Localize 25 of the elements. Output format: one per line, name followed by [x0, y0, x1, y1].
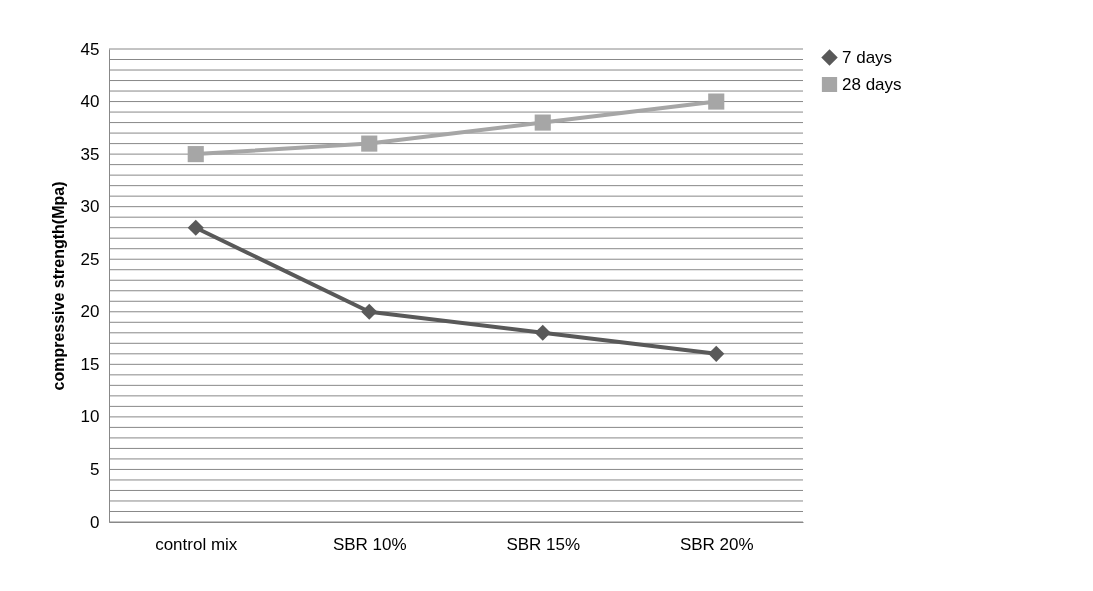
x-tick-label: control mix — [155, 534, 238, 554]
point — [708, 345, 725, 362]
y-tick-label: 20 — [80, 302, 100, 322]
y-tick-label: 25 — [80, 249, 100, 269]
y-tick-label: 10 — [80, 407, 100, 427]
y-tick-label: 5 — [90, 459, 100, 479]
y-tick-label: 35 — [80, 144, 100, 164]
point — [534, 114, 551, 131]
legend-label: 7 days — [842, 47, 893, 67]
x-tick-label: SBR 15% — [506, 534, 581, 554]
point — [534, 324, 551, 341]
x-tick-label: SBR 10% — [332, 534, 407, 554]
point — [187, 219, 204, 236]
y-tick-label: 15 — [80, 354, 100, 374]
legend-label: 28 days — [842, 74, 902, 94]
y-tick-label: 0 — [90, 512, 100, 532]
y-tick-label: 30 — [80, 197, 100, 217]
point — [708, 93, 725, 110]
y-tick-label: 40 — [80, 92, 100, 112]
y-tick-label: 45 — [80, 39, 100, 59]
point — [361, 135, 378, 152]
point — [187, 146, 204, 163]
point — [361, 303, 378, 320]
x-tick-label: SBR 20% — [679, 534, 754, 554]
y-axis-title: compressive strength(Mpa) — [49, 181, 67, 391]
